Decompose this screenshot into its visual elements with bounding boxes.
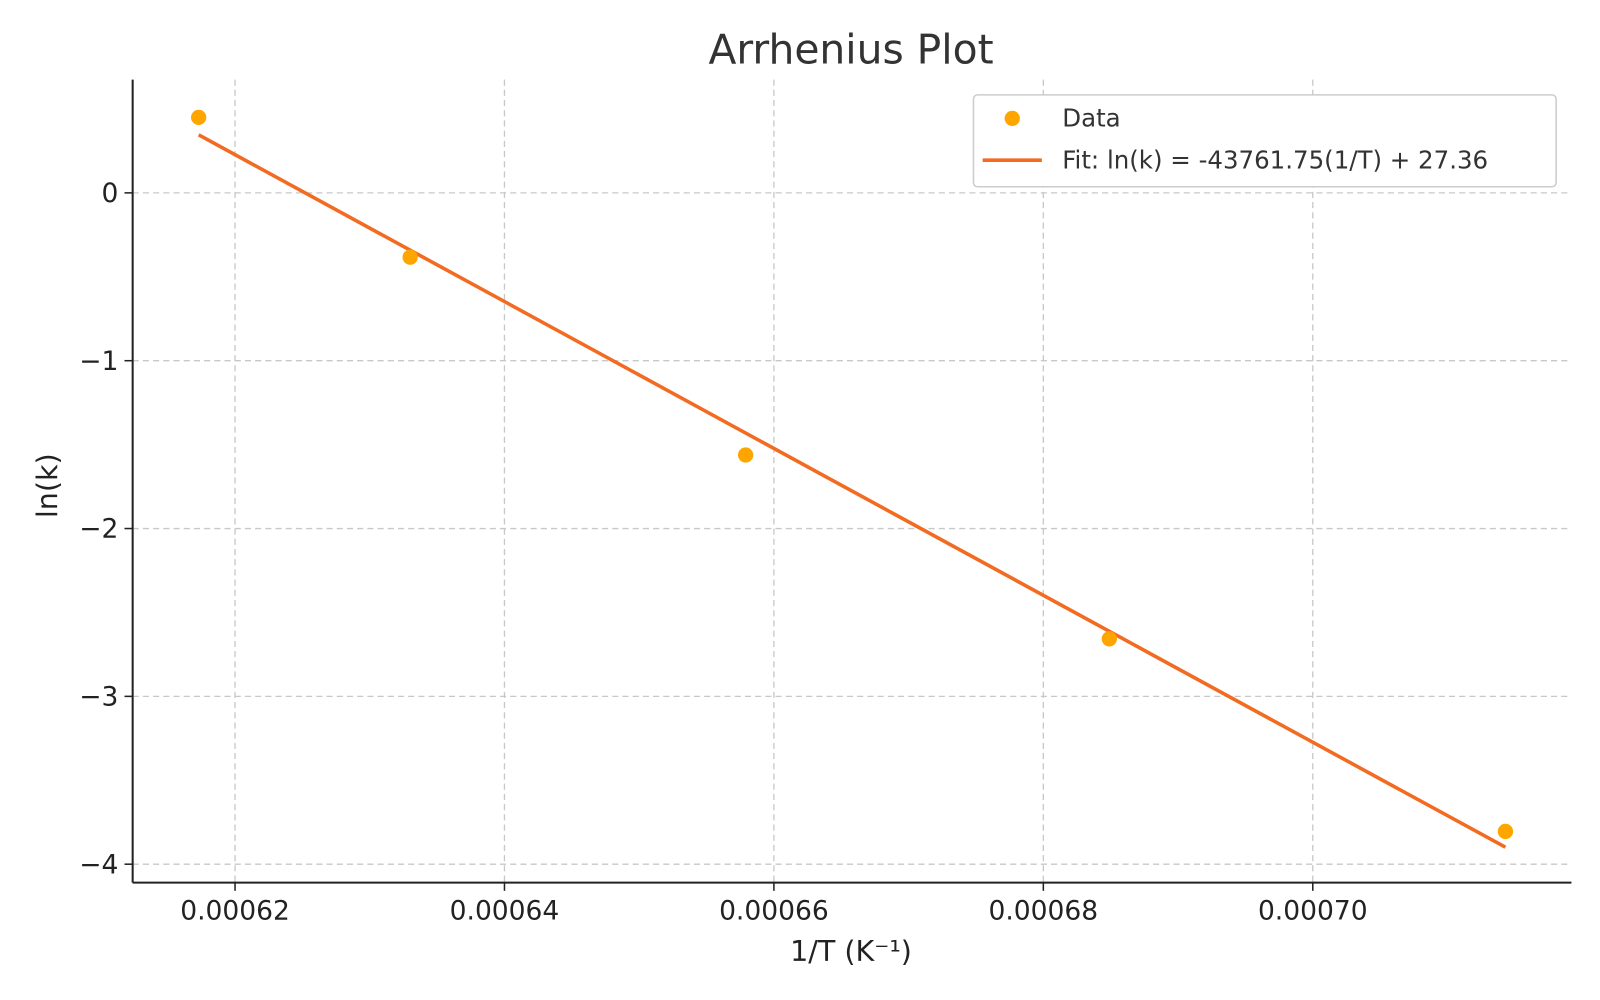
ticks: 0.00062 0.00064 0.00066 0.00068 0.00070 0 −1 −2…	[79, 178, 1367, 926]
grid	[132, 79, 1572, 883]
data-point	[402, 249, 418, 265]
plot-marks	[191, 109, 1514, 849]
x-tick-label: 0.00066	[719, 895, 829, 926]
legend-box	[972, 94, 1557, 188]
legend-data-label: Data	[1062, 104, 1120, 133]
y-tick-label: −2	[79, 514, 118, 545]
x-tick-label: 0.00064	[450, 895, 560, 926]
x-tick-label: 0.00068	[989, 895, 1099, 926]
y-tick-label: −4	[79, 849, 118, 880]
data-point	[1497, 823, 1514, 840]
legend: Data Fit: ln(k) = -43761.75(1/T) + 27.36	[972, 94, 1557, 188]
data-point	[737, 447, 754, 463]
x-axis-label: 1/T (K⁻¹)	[790, 934, 912, 968]
data-point	[191, 109, 207, 126]
data-point	[1101, 631, 1118, 647]
y-tick-label: 0	[101, 178, 118, 209]
legend-fit-label: Fit: ln(k) = -43761.75(1/T) + 27.36	[1062, 145, 1488, 174]
fit-line	[197, 133, 1507, 849]
y-axis-label: ln(k)	[30, 453, 64, 518]
legend-data-marker	[1004, 110, 1020, 127]
chart-title: Arrhenius Plot	[708, 25, 993, 73]
x-tick-label: 0.00070	[1258, 895, 1368, 926]
x-tick-label: 0.00062	[180, 895, 290, 926]
y-tick-label: −3	[79, 682, 118, 713]
y-tick-label: −1	[79, 346, 118, 377]
